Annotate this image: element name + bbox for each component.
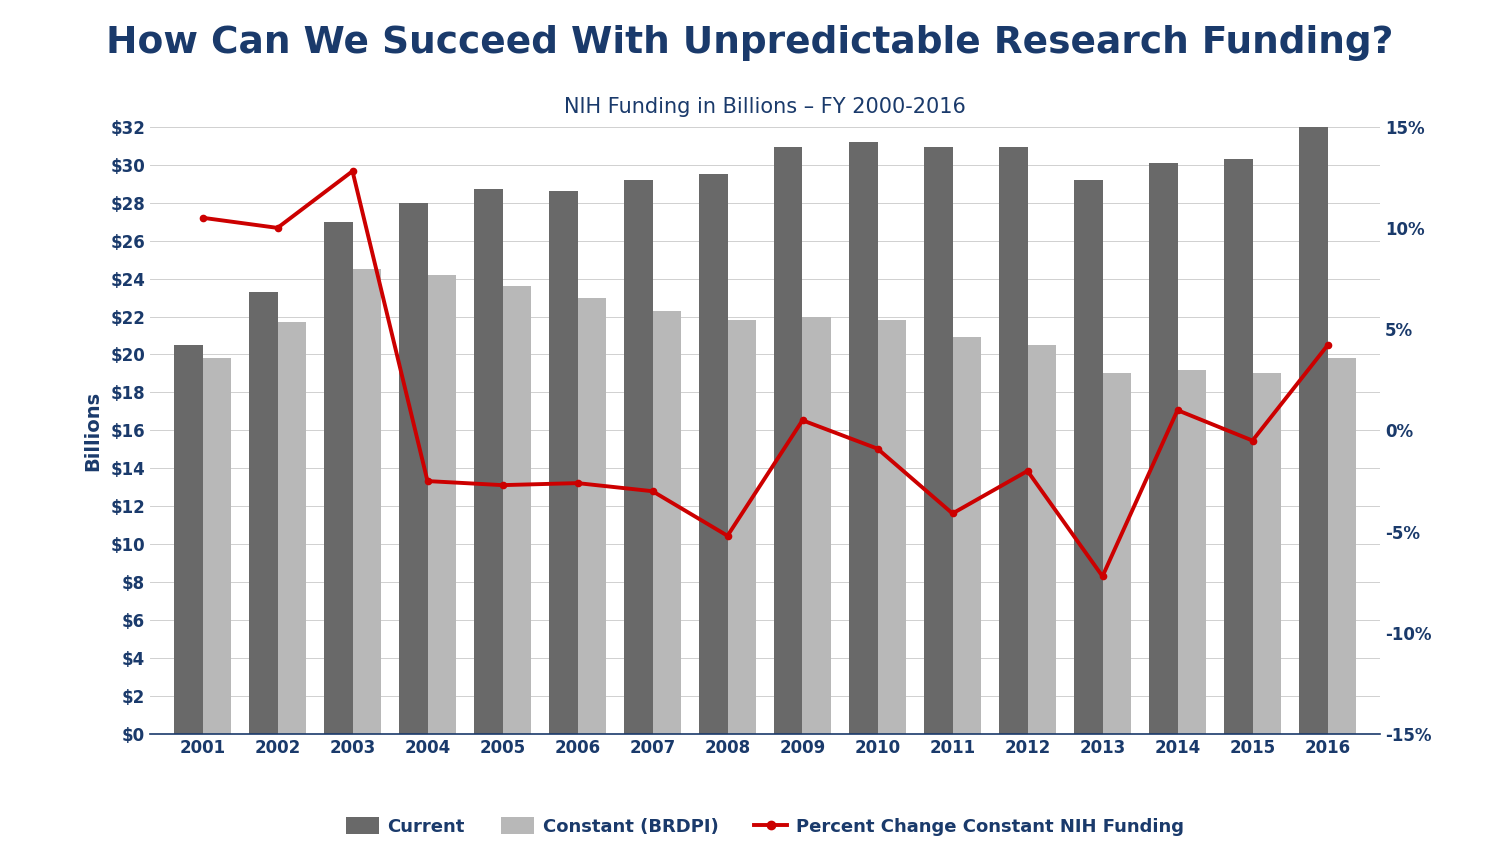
Bar bbox=[1028, 345, 1056, 734]
Bar bbox=[802, 316, 831, 734]
Bar bbox=[399, 203, 427, 734]
Bar bbox=[249, 292, 278, 734]
Bar bbox=[202, 358, 231, 734]
Bar bbox=[1102, 373, 1131, 734]
Bar bbox=[1224, 159, 1252, 734]
Bar bbox=[174, 345, 202, 734]
Bar bbox=[849, 142, 877, 734]
Bar bbox=[924, 148, 952, 734]
Bar bbox=[549, 191, 578, 734]
Bar bbox=[1074, 180, 1102, 734]
Bar bbox=[774, 148, 802, 734]
Bar bbox=[652, 311, 681, 734]
Bar bbox=[624, 180, 652, 734]
Bar bbox=[352, 269, 381, 734]
Bar bbox=[578, 297, 606, 734]
Title: NIH Funding in Billions – FY 2000-2016: NIH Funding in Billions – FY 2000-2016 bbox=[564, 97, 966, 116]
Bar bbox=[999, 148, 1028, 734]
Bar bbox=[324, 222, 352, 734]
Bar bbox=[278, 322, 306, 734]
Legend: Current, Constant (BRDPI), Percent Change Constant NIH Funding: Current, Constant (BRDPI), Percent Chang… bbox=[339, 810, 1191, 843]
Bar bbox=[1149, 163, 1178, 734]
Bar bbox=[878, 320, 906, 734]
Bar bbox=[503, 286, 531, 734]
Bar bbox=[474, 189, 502, 734]
Bar bbox=[427, 275, 456, 734]
Bar bbox=[1299, 121, 1328, 734]
Bar bbox=[699, 174, 728, 734]
Bar bbox=[728, 320, 756, 734]
Bar bbox=[1252, 373, 1281, 734]
Text: How Can We Succeed With Unpredictable Research Funding?: How Can We Succeed With Unpredictable Re… bbox=[106, 25, 1394, 62]
Bar bbox=[952, 338, 981, 734]
Bar bbox=[1178, 370, 1206, 734]
Y-axis label: Billions: Billions bbox=[82, 391, 102, 470]
Bar bbox=[1328, 358, 1356, 734]
